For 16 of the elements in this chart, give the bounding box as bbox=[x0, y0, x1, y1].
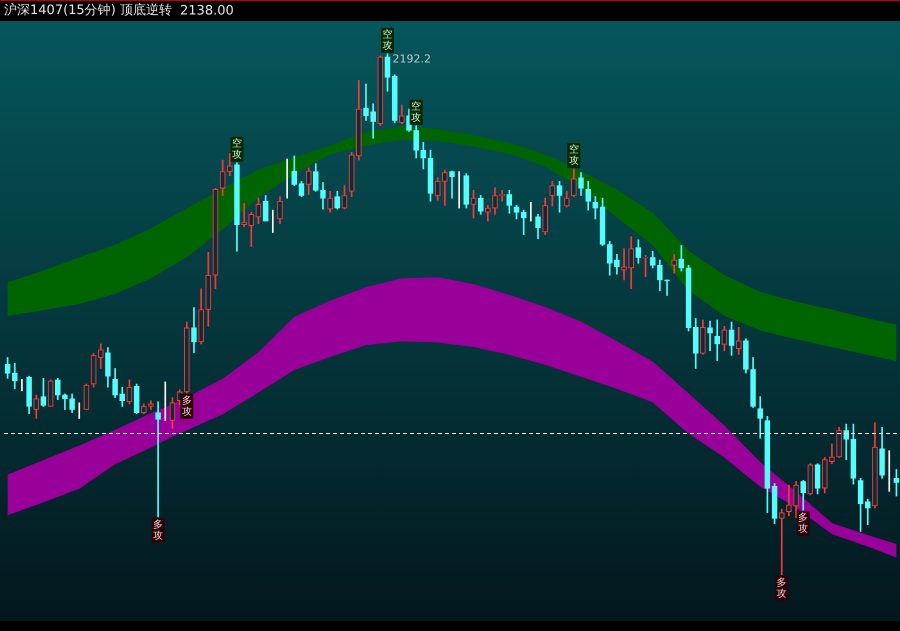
annotation: 多攻 bbox=[798, 512, 808, 535]
candlestick bbox=[449, 170, 455, 198]
candlestick bbox=[363, 84, 369, 121]
annotation: 多攻 bbox=[182, 394, 192, 418]
annotation: 空攻 bbox=[232, 137, 242, 160]
annotation: 空攻 bbox=[568, 144, 579, 167]
candlestick bbox=[707, 320, 713, 352]
annotation: 空攻 bbox=[382, 28, 392, 52]
annotation: 空攻 bbox=[411, 100, 422, 124]
text: 2138.00 bbox=[180, 3, 234, 18]
annotation: 多攻 bbox=[776, 576, 787, 600]
candlestick bbox=[621, 248, 627, 280]
candlestick bbox=[470, 190, 476, 218]
chart-title: 沪深1407(15分钟) 顶底逆转 bbox=[4, 2, 172, 18]
annotation: 2192.2 bbox=[392, 52, 431, 66]
annotation: 多攻 bbox=[153, 518, 164, 542]
